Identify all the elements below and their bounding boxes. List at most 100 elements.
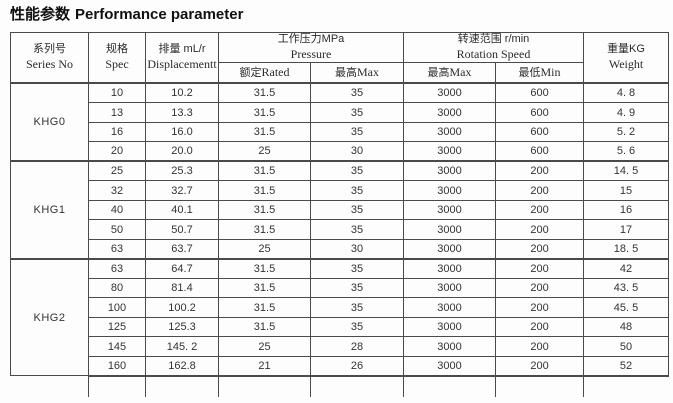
subheader-rated-zh: 额定 <box>239 66 262 79</box>
table-header: 系列号 Series No 规格 Spec 排量 mL/r Displaceme… <box>10 32 670 85</box>
table-cell: 600 <box>494 141 585 162</box>
table-cell: 200 <box>494 180 585 201</box>
table-cell: 3000 <box>403 160 496 182</box>
table-cell: 52 <box>583 355 670 377</box>
table-cell: 13 <box>88 102 146 123</box>
table-cell: 25 <box>88 160 146 182</box>
table-cell: 32 <box>88 180 146 201</box>
table-cell: 35 <box>310 121 404 143</box>
table-cell: 100.2 <box>145 297 219 318</box>
col-header-weight: 重量KG Weight <box>583 32 670 85</box>
col-header-pressure-zh: 工作压力MPa <box>277 33 345 45</box>
col-header-series-en: Series No <box>26 57 73 71</box>
subheader-rotation-max-zh: 最高 <box>427 66 450 79</box>
table-cell: 3000 <box>403 121 496 143</box>
col-header-rotation-speed: 转速范围 r/min Rotation Speed <box>402 32 585 63</box>
table-row: 100 100.2 31.5 35 3000 200 45. 5 <box>11 297 670 318</box>
table-cell: 50.7 <box>145 219 219 240</box>
subheader-pressure-max-en: Max <box>357 64 379 79</box>
table-cell: 21 <box>218 355 311 377</box>
table-cell: 3000 <box>403 336 496 357</box>
table-cell: 160 <box>88 355 146 377</box>
table-cell: 17 <box>583 219 670 240</box>
table-cell: 35 <box>310 82 404 104</box>
table-cell: 42 <box>583 257 670 279</box>
table-cell: 63 <box>88 257 146 279</box>
table-row: 125 125.3 31.5 35 3000 200 48 <box>11 316 670 338</box>
col-header-weight-zh: 重量KG <box>607 43 645 56</box>
table-row: 80 81.4 31.5 35 3000 200 43. 5 <box>11 277 670 299</box>
table-cell: 45. 5 <box>583 297 670 318</box>
table-cell: 3000 <box>403 257 496 279</box>
subheader-rotation-min-zh: 最低 <box>518 66 541 79</box>
table-row: 16 16.0 31.5 35 3000 600 5. 2 <box>11 121 670 143</box>
table-cell: 3000 <box>403 141 496 162</box>
table-cell: 3000 <box>403 199 496 221</box>
table-cell: 5. 2 <box>583 121 670 143</box>
column-line-stub <box>88 373 89 397</box>
table-cell: 200 <box>494 277 585 299</box>
table-cell: 3000 <box>403 238 496 260</box>
table-cell: 3000 <box>403 297 496 318</box>
column-line-stub <box>310 373 311 397</box>
col-header-displacement-zh: 排量 mL/r <box>158 43 206 56</box>
table-cell: 145. 2 <box>145 336 219 357</box>
table-cell: 16 <box>88 121 146 143</box>
table-row: 160 162.8 21 26 3000 200 52 <box>11 355 670 377</box>
table-cell: 25.3 <box>145 160 219 182</box>
page-title: 性能参数 Performance parameter <box>10 3 243 24</box>
column-line-stub <box>218 373 219 397</box>
table-cell: 3000 <box>403 180 496 201</box>
table-cell: 4. 8 <box>583 82 670 104</box>
table-cell: 200 <box>494 355 585 377</box>
col-subheader-rated: 额定Rated <box>218 61 311 85</box>
table-row: 13 13.3 31.5 35 3000 600 4. 9 <box>11 102 670 123</box>
table-cell: 3000 <box>403 355 496 377</box>
table-cell: 200 <box>494 199 585 221</box>
table-cell: 31.5 <box>218 82 311 104</box>
table-cell: 50 <box>88 219 146 240</box>
table-cell: 31.5 <box>218 160 311 182</box>
table-cell: 31.5 <box>218 199 311 221</box>
col-header-spec: 规格 Spec <box>88 32 146 85</box>
table-cell: 35 <box>310 257 404 279</box>
table-cell: 35 <box>310 102 404 123</box>
col-subheader-rotation-max: 最高Max <box>403 61 496 85</box>
table-row: 63 63.7 25 30 3000 200 18. 5 <box>11 238 670 260</box>
table-cell: 3000 <box>403 316 496 338</box>
col-header-series-zh: 系列号 <box>33 43 66 56</box>
table-cell: 145 <box>88 336 146 357</box>
table-cell: 35 <box>310 160 404 182</box>
table-cell: 35 <box>310 277 404 299</box>
col-header-pressure-en: Pressure <box>290 46 332 61</box>
table-cell: 20 <box>88 141 146 162</box>
table-cell: 64.7 <box>145 257 219 279</box>
col-header-series: 系列号 Series No <box>10 32 89 85</box>
table-cell: 30 <box>310 141 404 162</box>
col-header-pressure: 工作压力MPa Pressure <box>218 32 404 63</box>
table-cell: 35 <box>310 297 404 318</box>
table-cell: 35 <box>310 180 404 201</box>
table-cell: 30 <box>310 238 404 260</box>
table-cell: 200 <box>494 297 585 318</box>
table-cell: 200 <box>494 257 585 279</box>
table-cell: 200 <box>494 316 585 338</box>
table-cell: 31.5 <box>218 316 311 338</box>
column-line-stub <box>495 373 496 397</box>
table-cell: 600 <box>494 82 585 104</box>
table-cell: 3000 <box>403 219 496 240</box>
table-cell: 43. 5 <box>583 277 670 299</box>
table-cell: 40 <box>88 199 146 221</box>
series-label: KHG2 <box>10 257 89 377</box>
table-body: KHG0 10 10.2 31.5 35 3000 600 4. 8 13 13.3 31.5 35 3… <box>10 82 670 377</box>
table-cell: 32.7 <box>145 180 219 201</box>
table-cell: 200 <box>494 219 585 240</box>
table-cell: 50 <box>583 336 670 357</box>
table-row: KHG2 63 64.7 31.5 35 3000 200 42 <box>10 257 670 377</box>
table-row: 32 32.7 31.5 35 3000 200 15 <box>11 180 670 201</box>
table-cell: 26 <box>310 355 404 377</box>
table-cell: 35 <box>310 199 404 221</box>
table-cell: 20.0 <box>145 141 219 162</box>
table-cell: 81.4 <box>145 277 219 299</box>
